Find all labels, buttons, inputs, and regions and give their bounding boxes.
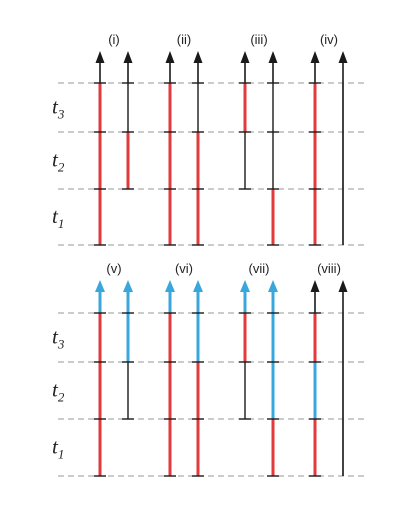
- time-label-base: t: [52, 204, 59, 228]
- timeline-line: [94, 280, 106, 477]
- time-interval-label: t2: [52, 148, 65, 175]
- timeline-line: [338, 51, 348, 245]
- arrowhead: [268, 280, 278, 292]
- timeline-line: [267, 51, 279, 246]
- panel-label: (vii): [249, 261, 270, 276]
- arrowhead: [165, 280, 175, 292]
- arrowhead: [123, 51, 133, 63]
- time-interval-label: t2: [52, 378, 65, 405]
- time-label-base: t: [52, 435, 59, 459]
- arrowhead: [310, 51, 320, 63]
- arrowhead: [240, 280, 250, 292]
- time-label-subscript: 3: [57, 337, 65, 352]
- time-interval-label: t3: [52, 325, 65, 352]
- panel-label: (i): [108, 32, 120, 47]
- time-interval-label: t1: [52, 204, 64, 231]
- timeline-line: [192, 280, 204, 477]
- timeline-line: [164, 51, 176, 246]
- timeline-line: [309, 51, 321, 246]
- arrowhead: [240, 51, 250, 63]
- timeline-line: [94, 51, 106, 246]
- timeline-line: [309, 280, 321, 477]
- arrowhead: [338, 280, 348, 292]
- timeline-line: [267, 280, 279, 477]
- arrowhead: [165, 51, 175, 63]
- timeline-line: [239, 51, 251, 190]
- panel-label: (iv): [320, 32, 338, 47]
- arrowhead: [193, 51, 203, 63]
- arrowhead: [338, 51, 348, 63]
- panel-label: (viii): [317, 261, 341, 276]
- timeline-line: [122, 280, 134, 420]
- arrowhead: [310, 280, 320, 292]
- time-label-subscript: 1: [58, 216, 65, 231]
- time-interval-label: t3: [52, 95, 65, 122]
- timeline-line: [338, 280, 348, 476]
- time-label-base: t: [52, 95, 59, 119]
- time-label-base: t: [52, 148, 59, 172]
- time-label-subscript: 1: [58, 447, 65, 462]
- arrowhead: [193, 280, 203, 292]
- arrowhead: [95, 51, 105, 63]
- time-label-subscript: 3: [57, 107, 65, 122]
- time-interval-label: t1: [52, 435, 64, 462]
- time-label-subscript: 2: [58, 390, 65, 405]
- arrowhead: [268, 51, 278, 63]
- timeline-line: [239, 280, 251, 420]
- panel-label: (ii): [177, 32, 191, 47]
- arrowhead: [123, 280, 133, 292]
- panel-label: (iii): [250, 32, 267, 47]
- timeline-line: [164, 280, 176, 477]
- arrowhead: [95, 280, 105, 292]
- timeline-line: [192, 51, 204, 246]
- panel-label: (v): [106, 261, 121, 276]
- time-label-base: t: [52, 325, 59, 349]
- panel-label: (vi): [175, 261, 193, 276]
- time-label-subscript: 2: [58, 160, 65, 175]
- timeline-line: [122, 51, 134, 190]
- time-label-base: t: [52, 378, 59, 402]
